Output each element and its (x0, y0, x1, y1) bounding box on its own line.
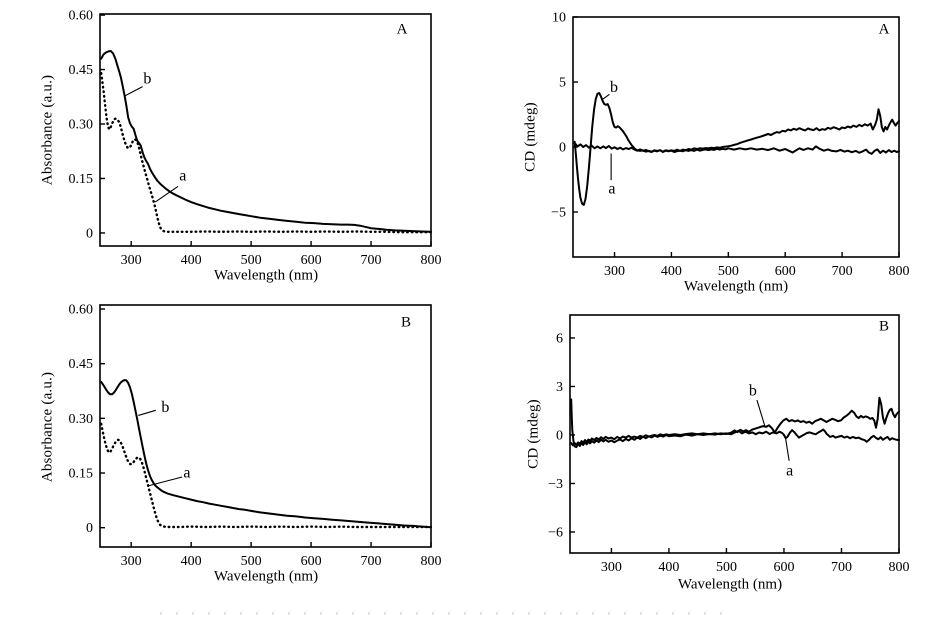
x-tick-label: 800 (421, 554, 442, 569)
annotation-leader-a (154, 186, 179, 203)
curve-a (570, 428, 900, 447)
x-tick-label: 700 (361, 554, 382, 569)
annotation-leader-b (138, 409, 156, 416)
curve-label-b: b (143, 70, 151, 87)
curve-label-a: a (786, 463, 793, 480)
y-tick-label: 5 (559, 76, 566, 91)
y-tick-label: 0.45 (69, 357, 94, 372)
y-tick-label: 0 (556, 428, 563, 443)
curve-label-a: a (608, 180, 615, 197)
y-tick-label: −3 (548, 477, 563, 492)
x-tick-label: 400 (658, 560, 679, 575)
plot-cd-B: 300 400 500 600 700 800 −6 −3 0 3 6 b a (548, 314, 910, 575)
curve-b (100, 379, 432, 529)
annotation-leader-b (601, 93, 610, 101)
x-tick-label: 600 (773, 560, 794, 575)
x-tick-label: 500 (718, 264, 739, 279)
x-tick-label: 400 (181, 554, 202, 569)
curve-label-a: a (179, 167, 186, 184)
x-tick-label: 400 (181, 253, 202, 268)
y-tick-label: 0.15 (69, 467, 94, 482)
y-tick-label: −5 (551, 206, 566, 221)
x-tick-label: 300 (121, 253, 142, 268)
y-tick-label: 0.30 (69, 118, 94, 133)
y-tick-label: 6 (556, 331, 563, 346)
annotation-leader-a (785, 438, 790, 461)
panel-absorbance-B: 300 400 500 600 700 800 0 0.15 0.30 0.45 0.60 b a Ab… (0, 295, 467, 617)
y-tick-label: 0.30 (69, 412, 94, 427)
y-tick-label: 0.60 (69, 9, 94, 24)
curve-b (100, 50, 432, 233)
plot-cd-A: 300 400 500 600 700 800 −5 0 5 10 b a (551, 11, 910, 280)
y-tick-label: 0 (86, 226, 93, 241)
x-tick-label: 800 (889, 560, 910, 575)
y-axis-title: CD (mdeg) (525, 399, 542, 469)
x-tick-label: 400 (661, 264, 682, 279)
curve-label-b: b (161, 399, 169, 416)
x-tick-label: 700 (361, 253, 382, 268)
curve-b (573, 92, 900, 206)
annotation-leader-b (756, 399, 766, 427)
plot-frame (99, 13, 432, 247)
curve-label-b: b (610, 79, 618, 96)
x-tick-label: 600 (301, 253, 322, 268)
curve-label-b: b (749, 383, 757, 400)
x-tick-label: 800 (421, 253, 442, 268)
panel-label: B (878, 318, 890, 335)
x-tick-label: 700 (832, 264, 853, 279)
curve-a (100, 72, 433, 234)
panel-cd-A: 300 400 500 600 700 800 −5 0 5 10 b a CD (mdeg) Wav… (467, 0, 934, 295)
y-tick-label: −6 (548, 525, 563, 540)
x-tick-label: 600 (301, 554, 322, 569)
curve-a (573, 142, 900, 155)
panel-cd-B: 300 400 500 600 700 800 −6 −3 0 3 6 b a CD (mdeg) Wa… (467, 295, 934, 617)
x-axis-title: Wavelength (nm) (683, 278, 789, 295)
annotation-leader-a (148, 476, 183, 487)
x-tick-label: 300 (121, 554, 142, 569)
cropped-caption-artifact (160, 612, 735, 615)
y-tick-label: 0 (86, 521, 93, 536)
x-tick-label: 300 (601, 560, 622, 575)
x-tick-label: 800 (889, 264, 910, 279)
y-tick-label: 0.15 (69, 172, 94, 187)
panel-label: A (396, 21, 408, 38)
plot-frame (569, 314, 900, 554)
x-tick-label: 500 (716, 560, 737, 575)
panel-label: B (400, 314, 412, 331)
plot-frame (99, 304, 432, 548)
x-tick-label: 300 (604, 264, 625, 279)
y-tick-label: 10 (552, 11, 566, 26)
x-tick-label: 500 (241, 554, 262, 569)
y-axis-title: CD (mdeg) (522, 102, 539, 172)
y-tick-label: 0.60 (69, 303, 94, 318)
plot-absorbance-B: 300 400 500 600 700 800 0 0.15 0.30 0.45 0.60 b a (69, 303, 442, 569)
x-tick-label: 600 (775, 264, 796, 279)
y-tick-label: 3 (556, 380, 563, 395)
y-tick-label: 0.45 (69, 63, 94, 78)
curve-b (570, 396, 900, 449)
annotation-leader-b (124, 86, 143, 97)
panel-absorbance-A: 300 400 500 600 700 800 0 0.15 0.30 0.45 0.60 b a Ab… (0, 0, 467, 295)
x-axis-title: Wavelength (nm) (677, 576, 783, 593)
panel-label: A (878, 21, 890, 38)
x-axis-title: Wavelength (nm) (213, 568, 319, 585)
plot-absorbance-A: 300 400 500 600 700 800 0 0.15 0.30 0.45 0.60 b a (69, 9, 442, 268)
y-axis-title: Absorbance (a.u.) (39, 371, 56, 483)
y-tick-label: 0 (559, 141, 566, 156)
x-axis-title: Wavelength (nm) (213, 267, 319, 284)
plot-frame (572, 16, 900, 258)
curve-label-a: a (183, 464, 190, 481)
curve-a (100, 422, 433, 529)
x-tick-label: 700 (831, 560, 852, 575)
x-tick-label: 500 (241, 253, 262, 268)
y-axis-title: Absorbance (a.u.) (39, 74, 56, 186)
